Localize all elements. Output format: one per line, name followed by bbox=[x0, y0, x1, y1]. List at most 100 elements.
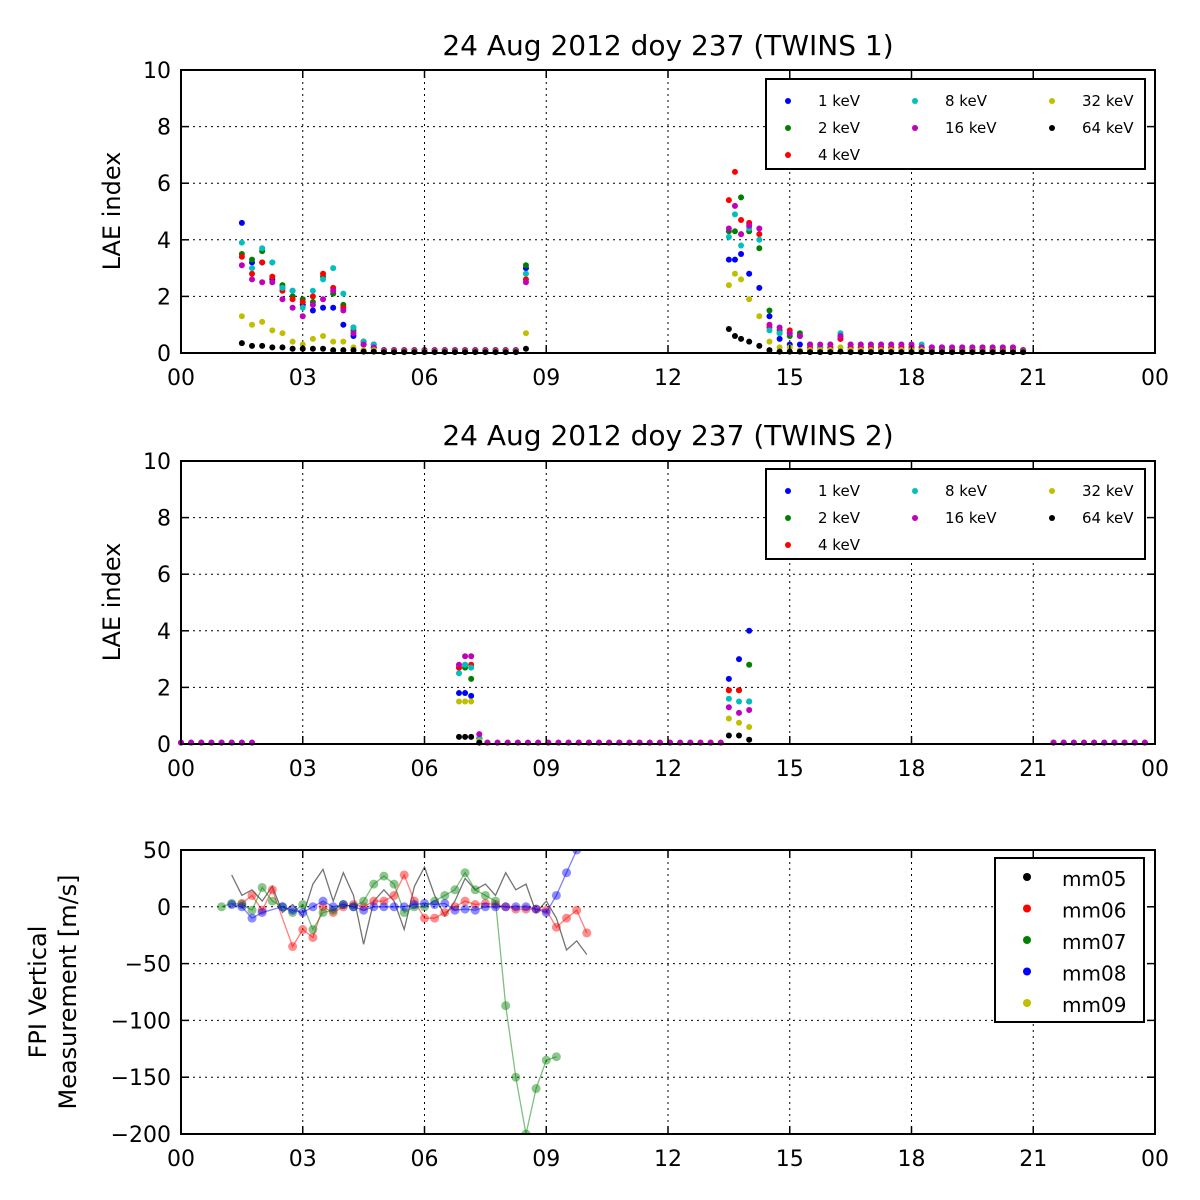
data-point-mm08 bbox=[501, 902, 511, 912]
data-point bbox=[738, 216, 745, 223]
data-point bbox=[756, 245, 763, 252]
data-point bbox=[837, 344, 844, 351]
data-point-mm06 bbox=[318, 902, 328, 912]
data-point bbox=[340, 290, 347, 297]
x-tick-label: 15 bbox=[776, 1147, 804, 1172]
x-tick-label: 09 bbox=[532, 366, 560, 391]
data-point bbox=[309, 301, 316, 308]
data-point bbox=[279, 344, 286, 351]
data-point bbox=[309, 345, 316, 352]
data-point-mm06 bbox=[470, 900, 480, 910]
fpi-plot-frame bbox=[180, 849, 1156, 1135]
data-point-mm08 bbox=[328, 902, 338, 912]
legend-box bbox=[765, 78, 1146, 170]
data-point-mm06 bbox=[409, 896, 419, 906]
data-point bbox=[731, 270, 738, 277]
y-tick-label: −100 bbox=[111, 1009, 171, 1034]
data-point-mm06 bbox=[247, 890, 257, 900]
data-point bbox=[279, 284, 286, 291]
data-point-mm08 bbox=[348, 902, 358, 912]
x-tick-label: 21 bbox=[1019, 1147, 1047, 1172]
legend-label: 16 keV bbox=[945, 119, 997, 137]
data-point-mm07 bbox=[328, 905, 338, 915]
data-point-mm08 bbox=[450, 905, 460, 915]
data-point bbox=[725, 282, 732, 289]
data-point bbox=[289, 338, 296, 345]
legend-box bbox=[994, 857, 1145, 1023]
data-point bbox=[238, 340, 245, 347]
data-point bbox=[878, 341, 885, 348]
data-point-mm07 bbox=[389, 879, 399, 889]
data-point bbox=[468, 664, 475, 671]
data-point-mm08 bbox=[440, 898, 450, 908]
fpi-series-group bbox=[217, 850, 592, 1134]
legend-label: 64 keV bbox=[1082, 509, 1134, 527]
data-point bbox=[776, 335, 783, 342]
legend-marker bbox=[1049, 98, 1055, 104]
data-point-mm08 bbox=[562, 868, 572, 878]
legend-label: 32 keV bbox=[1082, 482, 1134, 500]
data-point-mm07 bbox=[369, 879, 379, 889]
x-tick-label: 06 bbox=[411, 1147, 439, 1172]
y-tick-label: 10 bbox=[143, 59, 171, 84]
twins2-y-axis-label: LAE index bbox=[98, 543, 126, 662]
data-point-mm08 bbox=[247, 913, 257, 923]
data-point-mm06 bbox=[572, 905, 582, 915]
data-point bbox=[330, 304, 337, 311]
data-point-mm07 bbox=[430, 896, 440, 906]
data-point bbox=[731, 333, 738, 340]
data-point bbox=[725, 704, 732, 711]
data-point-mm08 bbox=[379, 902, 389, 912]
y-tick-label: −150 bbox=[111, 1066, 171, 1091]
legend-marker bbox=[1023, 873, 1031, 881]
data-point bbox=[279, 330, 286, 337]
twins1-panel: 24 Aug 2012 doy 237 (TWINS 1) LAE index … bbox=[98, 29, 1169, 391]
data-point-mm07 bbox=[551, 1052, 561, 1062]
data-point bbox=[847, 341, 854, 348]
data-point bbox=[462, 733, 469, 740]
data-point-mm06 bbox=[420, 913, 429, 923]
legend-label: mm07 bbox=[1062, 930, 1126, 954]
x-tick-label: 06 bbox=[411, 757, 439, 782]
legend-marker bbox=[1049, 488, 1055, 494]
data-point-mm07 bbox=[217, 902, 227, 912]
data-point bbox=[776, 330, 783, 337]
data-point-mm08 bbox=[460, 904, 470, 914]
data-point bbox=[731, 211, 738, 218]
data-point bbox=[736, 698, 743, 705]
data-point bbox=[299, 341, 306, 348]
data-point bbox=[738, 231, 745, 238]
data-point bbox=[299, 304, 306, 311]
data-point bbox=[462, 661, 469, 668]
legend-box bbox=[765, 468, 1146, 560]
data-point bbox=[269, 273, 276, 280]
data-point bbox=[731, 256, 738, 263]
series-line-mm08 bbox=[231, 850, 578, 920]
legend-label: 2 keV bbox=[818, 509, 861, 527]
data-point-mm06 bbox=[267, 885, 277, 895]
data-point-mm08 bbox=[288, 905, 298, 915]
data-point bbox=[766, 327, 773, 334]
data-point bbox=[259, 259, 266, 266]
data-point bbox=[731, 168, 738, 175]
data-point bbox=[476, 731, 483, 738]
data-point bbox=[259, 318, 266, 325]
data-point-mm08 bbox=[511, 902, 521, 912]
x-tick-label: 15 bbox=[776, 757, 804, 782]
legend-label: mm08 bbox=[1062, 962, 1126, 986]
y-tick-label: 2 bbox=[157, 285, 171, 310]
data-point bbox=[746, 270, 753, 277]
twins2-panel: 24 Aug 2012 doy 237 (TWINS 2) LAE index … bbox=[98, 419, 1169, 782]
legend-label: 16 keV bbox=[945, 509, 997, 527]
legend-label: 1 keV bbox=[818, 482, 861, 500]
x-tick-label: 09 bbox=[532, 1147, 560, 1172]
data-point bbox=[468, 653, 475, 660]
legend-marker bbox=[1023, 999, 1031, 1007]
y-tick-label: 8 bbox=[157, 507, 171, 532]
data-point bbox=[249, 276, 256, 283]
y-tick-label: 8 bbox=[157, 116, 171, 141]
legend-label: 1 keV bbox=[818, 92, 861, 110]
data-point bbox=[979, 344, 986, 351]
data-point-mm06 bbox=[369, 896, 379, 906]
data-point bbox=[340, 347, 347, 354]
